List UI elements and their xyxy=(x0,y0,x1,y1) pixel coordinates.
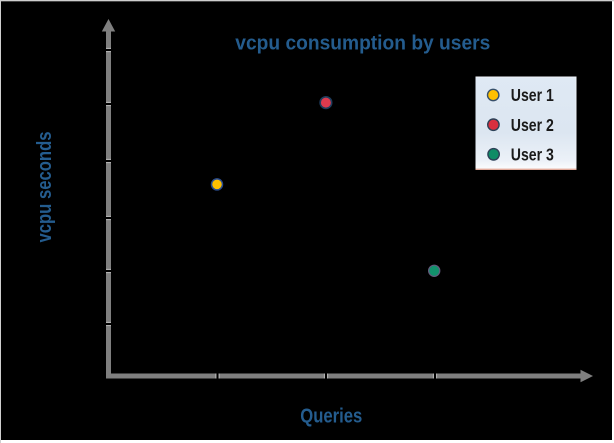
svg-text:Queries: Queries xyxy=(300,405,362,427)
svg-text:vcpu seconds: vcpu seconds xyxy=(34,132,56,243)
svg-text:User 3: User 3 xyxy=(511,145,554,165)
svg-text:User 2: User 2 xyxy=(511,115,554,135)
svg-text:vcpu consumption by users: vcpu consumption by users xyxy=(235,31,490,54)
svg-text:User 1: User 1 xyxy=(511,85,554,105)
